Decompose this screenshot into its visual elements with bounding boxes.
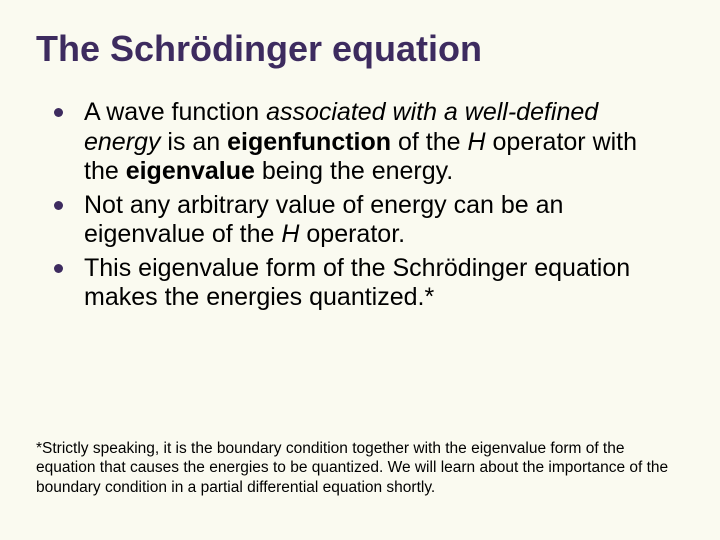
slide: The Schrödinger equation A wave function… — [0, 0, 720, 540]
italic-text: H — [468, 128, 486, 156]
bold-text: eigenfunction — [227, 128, 391, 156]
text-run: operator. — [299, 220, 405, 248]
italic-text: H — [281, 220, 299, 248]
page-title: The Schrödinger equation — [36, 28, 684, 70]
list-item: This eigenvalue form of the Schrödinger … — [54, 254, 676, 313]
text-run: of the — [391, 128, 467, 156]
text-run: being the energy. — [255, 157, 453, 185]
bullet-list: A wave function associated with a well-d… — [36, 98, 684, 313]
text-run: A wave function — [84, 98, 266, 126]
footnote: *Strictly speaking, it is the boundary c… — [36, 439, 684, 498]
text-run: is an — [160, 128, 227, 156]
list-item: A wave function associated with a well-d… — [54, 98, 676, 187]
list-item: Not any arbitrary value of energy can be… — [54, 191, 676, 250]
bold-text: eigenvalue — [126, 157, 255, 185]
text-run: This eigenvalue form of the Schrödinger … — [84, 254, 630, 312]
